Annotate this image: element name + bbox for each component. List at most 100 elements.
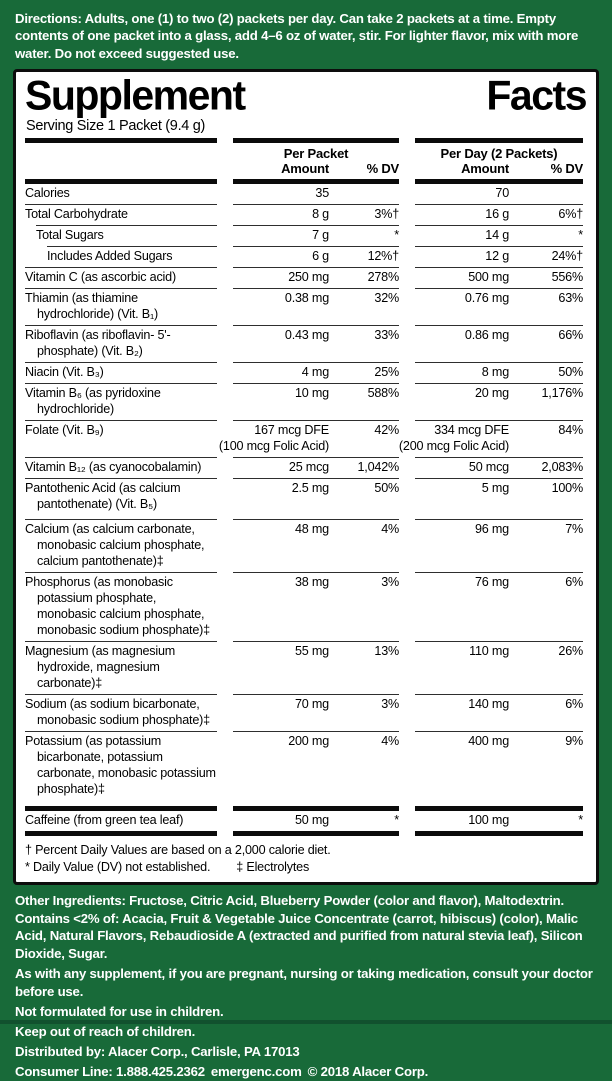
per-packet-amount: 250 mg bbox=[233, 267, 329, 288]
nutrient-name: Niacin (Vit. B₃) bbox=[25, 361, 217, 383]
per-packet-amount: 7 g bbox=[233, 225, 329, 246]
table-row: Vitamin B₁₂ (as cyanocobalamin) 25 mcg 1… bbox=[25, 456, 586, 478]
per-packet-dv: 588% bbox=[329, 382, 399, 420]
per-packet-amount: 10 mg bbox=[233, 382, 329, 420]
per-packet-amount: 35 bbox=[315, 186, 329, 201]
footnote-electrolytes: ‡ Electrolytes bbox=[236, 859, 310, 874]
per-packet-dv: 3% bbox=[329, 693, 399, 731]
bar-segment bbox=[233, 138, 399, 144]
bar-segment bbox=[25, 805, 217, 811]
nutrient-name: Calcium (as calcium carbonate, monobasic… bbox=[25, 518, 217, 572]
per-day-dv bbox=[509, 184, 583, 204]
thick-bar bbox=[25, 805, 586, 811]
table-row: Folate (Vit. B₉) 167 mcg DFE (100 mcg Fol… bbox=[25, 419, 586, 457]
table-row: Calcium (as calcium carbonate, monobasic… bbox=[25, 518, 586, 572]
per-day-dv: 6% bbox=[509, 693, 583, 731]
table-row: Total Sugars 7 g * 14 g * bbox=[25, 225, 586, 246]
nutrient-name: Vitamin B₆ (as pyridoxine hydrochloride) bbox=[25, 382, 217, 420]
per-packet-dv: * bbox=[394, 812, 399, 827]
per-packet-dv: 12%† bbox=[329, 246, 399, 267]
table-row: Magnesium (as magnesium hydroxide, magne… bbox=[25, 640, 586, 694]
footnote-asterisk: * Daily Value (DV) not established. bbox=[25, 859, 211, 874]
bar-segment bbox=[25, 138, 217, 144]
nutrient-name: Pantothenic Acid (as calcium pantothenat… bbox=[25, 477, 217, 515]
bar-segment bbox=[415, 138, 583, 144]
per-packet-amount: 0.43 mg bbox=[233, 324, 329, 362]
per-day-amount: 110 mg bbox=[415, 640, 509, 694]
consumer-line: Consumer Line: 1.888.425.2362 emergenc.co… bbox=[15, 1064, 429, 1080]
per-packet-dv: 50% bbox=[329, 477, 399, 515]
table-row: Caffeine (from green tea leaf) 50 mg * 1… bbox=[25, 811, 586, 831]
dv-header: % DV bbox=[366, 161, 400, 177]
per-packet-amount: 55 mg bbox=[233, 640, 329, 694]
per-packet-amount: 38 mg bbox=[233, 571, 329, 641]
table-row: Calories 35 70 bbox=[25, 184, 586, 204]
per-day-dv: 7% bbox=[509, 518, 583, 572]
per-packet-dv: 4% bbox=[329, 518, 399, 572]
footnote-asterisk-row: * Daily Value (DV) not established. ‡ Ele… bbox=[25, 859, 586, 876]
per-packet-amount: 0.38 mg bbox=[233, 288, 329, 325]
keep-out-warning: Keep out of reach of children. bbox=[15, 1024, 196, 1040]
header-top-bar bbox=[25, 138, 586, 144]
bar-segment bbox=[25, 179, 217, 185]
bar-segment bbox=[233, 179, 399, 185]
per-packet-amount: 167 mcg DFE (100 mcg Folic Acid) bbox=[219, 419, 329, 457]
footnote-dagger: † Percent Daily Values are based on a 2,… bbox=[25, 842, 331, 857]
nutrient-name: Total Sugars bbox=[36, 225, 217, 246]
per-day-dv: 84% bbox=[509, 419, 583, 457]
per-day-dv: 100% bbox=[509, 477, 583, 515]
bar-segment bbox=[415, 179, 583, 185]
per-packet-amount: 70 mg bbox=[233, 693, 329, 731]
per-day-amount: 140 mg bbox=[415, 693, 509, 731]
dv-header: % DV bbox=[550, 161, 584, 177]
bar-segment bbox=[25, 830, 217, 836]
per-day-dv: 2,083% bbox=[509, 456, 583, 478]
children-note: Not formulated for use in children. bbox=[15, 1004, 224, 1020]
bar-segment bbox=[233, 805, 399, 811]
column-subheaders: Amount % DV Amount % DV bbox=[25, 161, 586, 179]
per-day-dv: 66% bbox=[509, 324, 583, 362]
per-packet-dv: 3%† bbox=[329, 204, 399, 225]
per-day-dv: 9% bbox=[509, 730, 583, 800]
per-packet-header: Per Packet bbox=[283, 146, 349, 162]
per-day-dv: 24%† bbox=[509, 246, 583, 267]
table-row: Thiamin (as thiamine hydrochloride) (Vit… bbox=[25, 288, 586, 325]
table-row: Sodium (as sodium bicarbonate, monobasic… bbox=[25, 693, 586, 731]
per-day-amount: 20 mg bbox=[415, 382, 509, 420]
table-row: Includes Added Sugars 6 g 12%† 12 g 24%† bbox=[25, 246, 586, 267]
per-day-dv: * bbox=[509, 225, 583, 246]
table-row: Niacin (Vit. B₃) 4 mg 25% 8 mg 50% bbox=[25, 361, 586, 383]
per-day-amount: 96 mg bbox=[415, 518, 509, 572]
header-bottom-bar bbox=[25, 179, 586, 185]
per-day-dv: 6%† bbox=[509, 204, 583, 225]
nutrient-name: Thiamin (as thiamine hydrochloride) (Vit… bbox=[25, 288, 217, 325]
per-day-amount: 76 mg bbox=[415, 571, 509, 641]
amount-header: Amount bbox=[461, 161, 509, 177]
distributor: Distributed by: Alacer Corp., Carlisle, … bbox=[15, 1044, 300, 1060]
panel-title-word2: Facts bbox=[486, 71, 587, 119]
per-day-amount: 500 mg bbox=[415, 267, 509, 288]
nutrient-name: Vitamin B₁₂ (as cyanocobalamin) bbox=[25, 456, 217, 478]
directions-body: Adults, one (1) to two (2) packets per d… bbox=[15, 11, 579, 61]
per-packet-amount: 8 g bbox=[233, 204, 329, 225]
serving-size: Serving Size 1 Packet (9.4 g) bbox=[26, 118, 206, 135]
website: emergenc.com bbox=[210, 1064, 302, 1080]
per-packet-amount: 48 mg bbox=[233, 518, 329, 572]
bottom-info: Other Ingredients: Fructose, Citric Acid… bbox=[0, 885, 612, 1081]
per-packet-dv: 3% bbox=[329, 571, 399, 641]
nutrient-name: Sodium (as sodium bicarbonate, monobasic… bbox=[25, 693, 217, 731]
per-day-amount: 0.86 mg bbox=[415, 324, 509, 362]
per-day-amount: 50 mcg bbox=[415, 456, 509, 478]
per-day-amount: 334 mcg DFE (200 mcg Folic Acid) bbox=[399, 419, 509, 457]
per-packet-dv: * bbox=[329, 225, 399, 246]
per-packet-dv: 42% bbox=[329, 419, 399, 457]
panel-title-word1: Supplement bbox=[25, 71, 246, 119]
per-day-amount: 400 mg bbox=[415, 730, 509, 800]
panel-title: Supplement Facts bbox=[25, 71, 587, 119]
per-packet-dv: 13% bbox=[329, 640, 399, 694]
nutrient-name: Potassium (as potassium bicarbonate, pot… bbox=[25, 730, 217, 800]
contains-label: Contains <2% of: bbox=[15, 910, 120, 926]
nutrient-name: Riboflavin (as riboflavin- 5'-phosphate)… bbox=[25, 324, 217, 362]
per-packet-amount: 25 mcg bbox=[233, 456, 329, 478]
per-day-dv: 1,176% bbox=[509, 382, 583, 420]
